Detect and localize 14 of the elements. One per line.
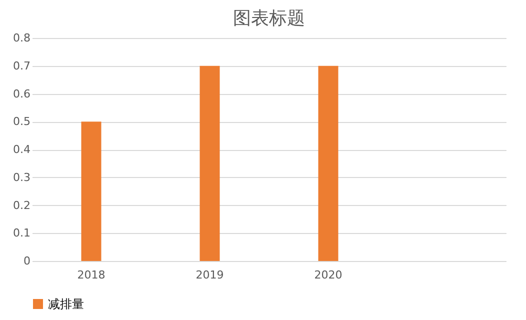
y-tick-label: 0.1 [13, 226, 30, 240]
y-tick-label: 0.6 [13, 87, 30, 100]
y-tick-label: 0.7 [13, 59, 30, 72]
y-tick-label: 0.4 [13, 143, 30, 156]
x-tick-label: 2018 [77, 268, 106, 282]
y-tick-label: 0.2 [13, 198, 30, 212]
chart-title: 图表标题 [233, 8, 305, 29]
y-tick-label: 0.8 [13, 32, 30, 44]
y-tick-label: 0.3 [13, 170, 30, 184]
y-tick-label: 0.5 [13, 115, 30, 128]
legend-label: 减排量 [48, 297, 84, 311]
y-tick-label: 0 [24, 254, 30, 268]
x-tick-label: 2020 [314, 268, 342, 282]
x-tick-label: 2019 [196, 268, 224, 282]
